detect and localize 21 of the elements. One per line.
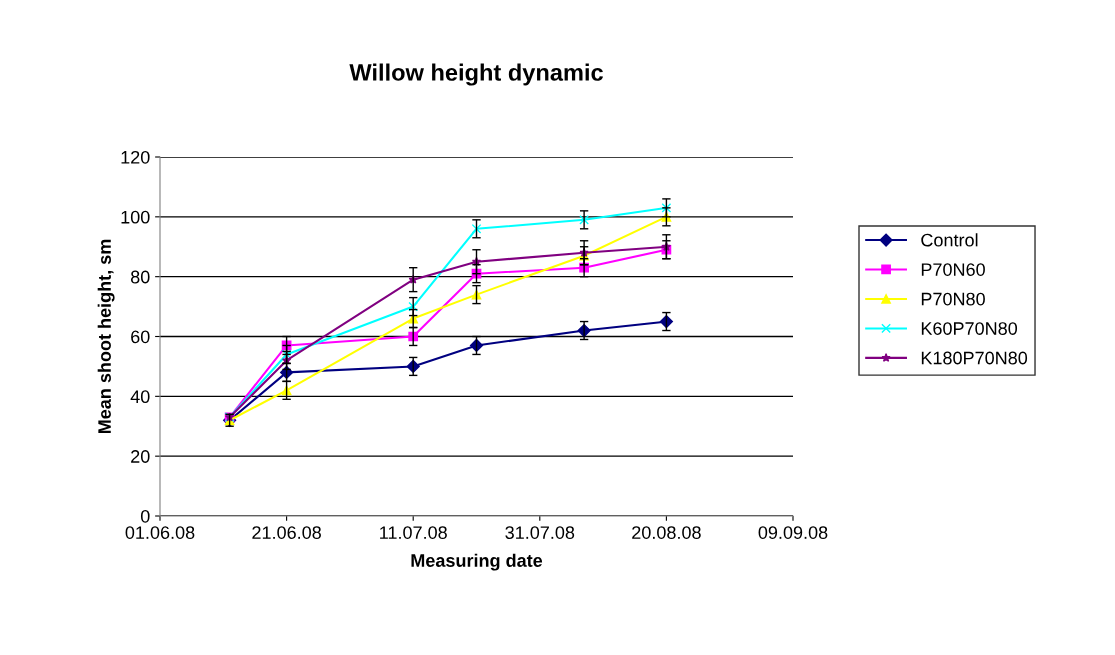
legend-label: P70N80: [921, 292, 985, 306]
legend-label: P70N60: [921, 263, 985, 276]
x-tick-label: 31.07.08: [505, 526, 575, 539]
x-tick-label: 20.08.08: [632, 526, 701, 539]
chart-title: Willow height dynamic: [349, 63, 603, 86]
x-tick-label: 21.06.08: [252, 526, 321, 539]
x-axis-title: Measuring date: [411, 553, 543, 571]
legend-label: K60P70N80: [921, 322, 1018, 335]
legend-label: K180P70N80: [921, 351, 1028, 365]
y-tick-label: 120: [121, 150, 150, 164]
y-tick-label: 100: [121, 210, 150, 224]
x-tick-label: 11.07.08: [380, 526, 447, 539]
legend-label: Control: [921, 233, 978, 247]
y-tick-label: 80: [130, 270, 150, 284]
y-tick-label: 0: [140, 509, 150, 523]
y-tick-label: 60: [131, 330, 150, 344]
y-tick-label: 20: [131, 450, 150, 463]
y-axis-title: Mean shoot height, sm: [97, 239, 115, 434]
x-tick-label: 09.09.08: [758, 526, 828, 539]
x-tick-label: 01.06.08: [125, 526, 195, 539]
y-tick-label: 40: [130, 390, 150, 404]
